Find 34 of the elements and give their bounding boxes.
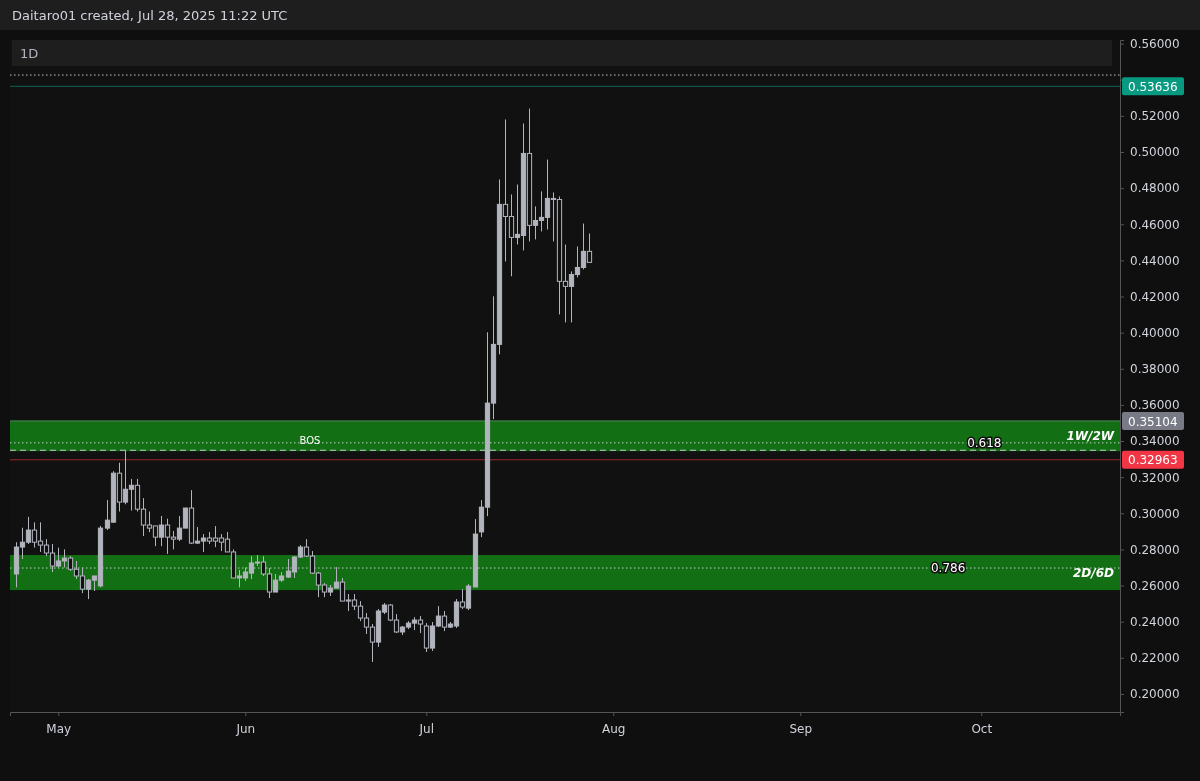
x-tick-label: Jul	[418, 722, 434, 737]
y-tick-label: 0.30000	[1130, 506, 1180, 521]
y-tick-label: 0.50000	[1130, 145, 1180, 160]
y-tick-label: 0.38000	[1130, 362, 1180, 377]
band-label: 1W/2W	[1066, 428, 1115, 443]
annotation: 0.618	[967, 435, 1002, 450]
y-tick-label: 0.34000	[1130, 434, 1180, 449]
y-tick-label: 0.36000	[1130, 398, 1180, 413]
x-tick-label: Aug	[602, 722, 626, 737]
ref-line-label: 0.53636	[1128, 79, 1178, 94]
x-tick-label: Sep	[789, 722, 813, 737]
y-tick-label: 0.24000	[1130, 615, 1180, 630]
y-tick-label: 0.22000	[1130, 651, 1180, 666]
ref-line-label: 0.35104	[1128, 414, 1178, 429]
y-tick-label: 0.42000	[1130, 289, 1180, 304]
y-tick-label: 0.52000	[1130, 109, 1180, 124]
band-label: 2D/6D	[1072, 565, 1115, 580]
x-tick-label: Jun	[235, 722, 256, 737]
y-tick-label: 0.20000	[1130, 687, 1180, 702]
y-tick-label: 0.28000	[1130, 542, 1180, 557]
y-tick-label: 0.44000	[1130, 253, 1180, 268]
y-tick-label: 0.26000	[1130, 578, 1180, 593]
y-tick-label: 0.46000	[1130, 217, 1180, 232]
text: 1D	[20, 46, 39, 61]
text: Daitaro01 created, Jul 28, 2025 11:22 UTC	[12, 8, 288, 23]
y-tick-label: 0.48000	[1130, 181, 1180, 196]
x-tick-label: Oct	[971, 722, 993, 737]
y-tick-label: 0.32000	[1130, 470, 1180, 485]
ref-line-label: BOS	[299, 435, 321, 447]
x-tick-label: May	[46, 722, 72, 737]
annotation: 0.786	[930, 561, 966, 576]
y-tick-label: 0.56000	[1130, 36, 1180, 51]
ref-line-label: 0.32963	[1128, 453, 1178, 468]
y-tick-label: 0.40000	[1130, 325, 1180, 340]
